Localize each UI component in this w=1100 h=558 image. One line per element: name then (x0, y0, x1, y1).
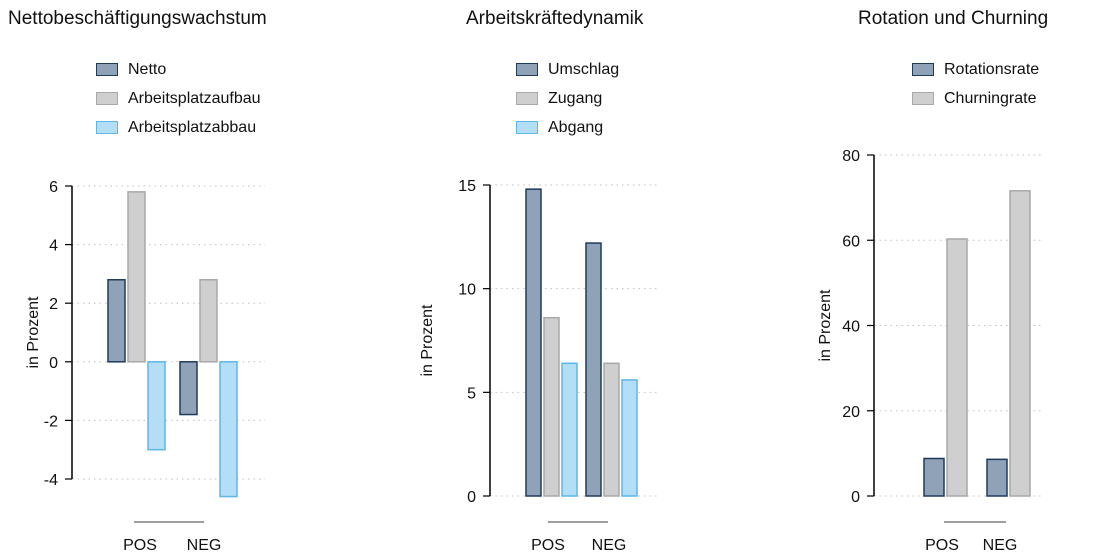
y-tick-label: 0 (467, 489, 476, 506)
y-axis-label: in Prozent (419, 304, 436, 377)
chart-panel-labor-dynamics: Arbeitskräftedynamik Umschlag Zugang Abg… (380, 0, 740, 558)
legend-swatch-blue (96, 121, 118, 134)
legend-label: Umschlag (548, 61, 620, 78)
x-category-label: NEG (983, 537, 1018, 554)
legend-swatch-dark (516, 63, 538, 76)
y-tick-label: 0 (49, 355, 58, 372)
y-tick-label: 80 (842, 148, 860, 165)
bar (986, 458, 1008, 497)
bar (107, 279, 126, 363)
y-tick-label: -2 (44, 413, 58, 430)
legend-swatch-gray (912, 92, 934, 105)
bar (603, 362, 620, 497)
chart-plot-labor-dynamics: 15 10 5 0 in Prozent POS NEG (419, 178, 658, 554)
x-category-label: POS (531, 537, 565, 554)
bar (561, 362, 578, 497)
bar (219, 361, 238, 498)
bar (127, 191, 146, 363)
bar (525, 188, 542, 497)
legend-swatch-gray (96, 92, 118, 105)
y-axis-label: in Prozent (25, 296, 42, 369)
legend-label: Zugang (548, 90, 603, 107)
legend-label: Arbeitsplatzaufbau (128, 90, 261, 107)
legend-label: Rotationsrate (944, 61, 1040, 78)
y-tick-label: 4 (49, 238, 58, 255)
bar (179, 361, 198, 416)
y-tick-label: 10 (458, 282, 476, 299)
chart-title: Rotation und Churning (858, 8, 1049, 29)
bar (923, 457, 945, 497)
y-tick-label: 60 (842, 233, 860, 250)
bar (543, 316, 560, 497)
bar (585, 242, 602, 497)
chart-plot-net-growth: 6 4 2 0 -2 -4 in Prozent POS NEG (25, 179, 265, 554)
y-tick-label: 6 (49, 179, 58, 196)
legend-swatch-blue (516, 121, 538, 134)
x-category-label: NEG (187, 537, 222, 554)
y-tick-label: 40 (842, 319, 860, 336)
chart-title: Nettobeschäftigungswachstum (8, 8, 267, 29)
chart-plot-rotation-churning: 80 60 40 20 0 in Prozent POS NEG (817, 148, 1043, 554)
x-category-label: POS (123, 537, 157, 554)
y-axis-label: in Prozent (817, 289, 834, 362)
legend-label: Arbeitsplatzabbau (128, 119, 257, 136)
legend-swatch-dark (912, 63, 934, 76)
bar (199, 279, 218, 363)
legend-label: Churningrate (944, 90, 1037, 107)
bar (1009, 190, 1031, 497)
y-tick-label: 15 (458, 178, 476, 195)
legend-swatch-gray (516, 92, 538, 105)
x-category-label: POS (925, 537, 959, 554)
bar (621, 379, 638, 497)
chart-panel-net-growth: Nettobeschäftigungswachstum Netto Arbeit… (0, 0, 360, 558)
y-tick-label: 0 (851, 489, 860, 506)
bar (147, 361, 166, 451)
y-tick-label: 5 (467, 385, 476, 402)
legend-label: Netto (128, 61, 167, 78)
chart-panel-rotation-churning: Rotation und Churning Rotationsrate Chur… (760, 0, 1100, 558)
x-category-label: NEG (592, 537, 627, 554)
bar (946, 238, 968, 497)
chart-title: Arbeitskräftedynamik (466, 8, 644, 29)
legend-label: Abgang (548, 119, 604, 136)
y-tick-label: 20 (842, 404, 860, 421)
y-tick-label: -4 (44, 472, 58, 489)
y-tick-label: 2 (49, 296, 58, 313)
legend-swatch-dark (96, 63, 118, 76)
